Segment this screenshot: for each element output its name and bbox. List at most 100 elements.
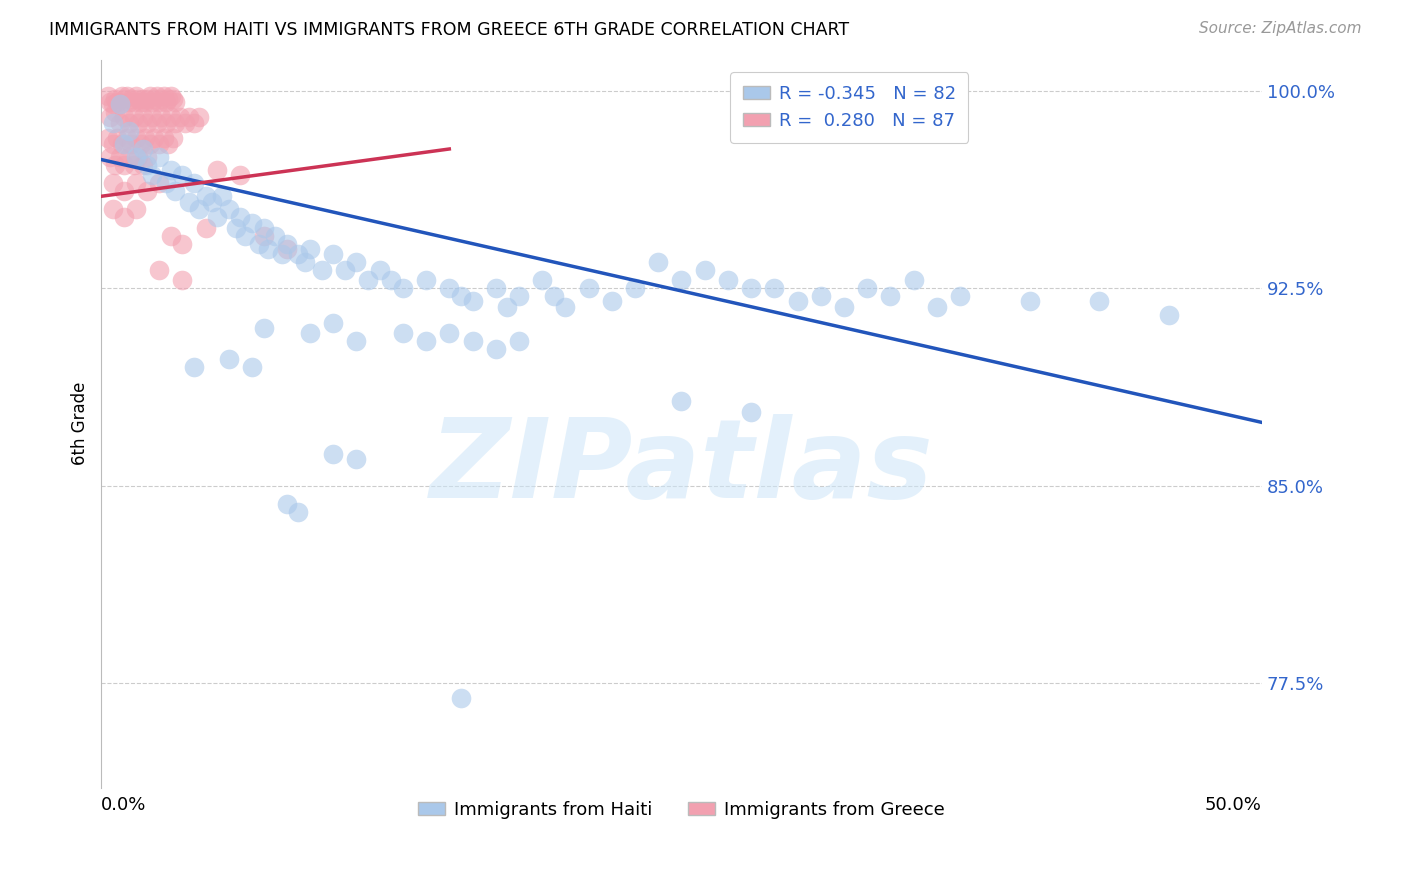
Point <box>392 281 415 295</box>
Point <box>148 95 170 109</box>
Point <box>104 105 127 120</box>
Point <box>647 255 669 269</box>
Point <box>165 184 187 198</box>
Point <box>233 228 256 243</box>
Point <box>508 289 530 303</box>
Point <box>98 111 121 125</box>
Point <box>127 150 149 164</box>
Point <box>1088 294 1111 309</box>
Point <box>450 289 472 303</box>
Point <box>118 116 141 130</box>
Point <box>155 116 177 130</box>
Point <box>112 184 135 198</box>
Point <box>693 263 716 277</box>
Point <box>276 236 298 251</box>
Point <box>271 247 294 261</box>
Point <box>211 189 233 203</box>
Point <box>368 263 391 277</box>
Point <box>252 320 274 334</box>
Point <box>120 136 142 151</box>
Point <box>148 136 170 151</box>
Point <box>118 95 141 109</box>
Point <box>101 202 124 217</box>
Point <box>172 236 194 251</box>
Point <box>810 289 832 303</box>
Point <box>150 92 173 106</box>
Point <box>155 95 177 109</box>
Point <box>112 111 135 125</box>
Point <box>531 273 554 287</box>
Text: ZIPatlas: ZIPatlas <box>430 414 934 521</box>
Point <box>172 169 194 183</box>
Point <box>311 263 333 277</box>
Point <box>346 255 368 269</box>
Point <box>187 111 209 125</box>
Point <box>139 89 162 103</box>
Point <box>157 136 180 151</box>
Point <box>218 202 240 217</box>
Text: 50.0%: 50.0% <box>1205 796 1263 814</box>
Point <box>141 111 163 125</box>
Point <box>148 176 170 190</box>
Point <box>322 316 344 330</box>
Point <box>134 95 156 109</box>
Point <box>104 158 127 172</box>
Point <box>287 505 309 519</box>
Point <box>125 131 148 145</box>
Point <box>108 97 131 112</box>
Point <box>879 289 901 303</box>
Point <box>112 211 135 225</box>
Point <box>252 220 274 235</box>
Point <box>298 326 321 340</box>
Point <box>543 289 565 303</box>
Point <box>187 202 209 217</box>
Point <box>461 294 484 309</box>
Point <box>194 189 217 203</box>
Point <box>240 216 263 230</box>
Point <box>152 131 174 145</box>
Point <box>276 497 298 511</box>
Point <box>97 89 120 103</box>
Point <box>832 300 855 314</box>
Point <box>132 92 155 106</box>
Point <box>740 405 762 419</box>
Point <box>925 300 948 314</box>
Point <box>159 228 181 243</box>
Point <box>169 111 191 125</box>
Point <box>104 92 127 106</box>
Point <box>218 352 240 367</box>
Point <box>101 116 124 130</box>
Point <box>112 92 135 106</box>
Point <box>98 150 121 164</box>
Point <box>143 92 166 106</box>
Point <box>136 158 159 172</box>
Point <box>101 136 124 151</box>
Point <box>903 273 925 287</box>
Point <box>150 111 173 125</box>
Text: IMMIGRANTS FROM HAITI VS IMMIGRANTS FROM GREECE 6TH GRADE CORRELATION CHART: IMMIGRANTS FROM HAITI VS IMMIGRANTS FROM… <box>49 21 849 38</box>
Point <box>671 273 693 287</box>
Point <box>763 281 786 295</box>
Point <box>162 131 184 145</box>
Point <box>346 452 368 467</box>
Point <box>105 95 128 109</box>
Point <box>136 150 159 164</box>
Point <box>183 176 205 190</box>
Point <box>439 281 461 295</box>
Point <box>145 89 167 103</box>
Point <box>183 360 205 375</box>
Point <box>136 184 159 198</box>
Point <box>247 236 270 251</box>
Point <box>125 150 148 164</box>
Point <box>276 242 298 256</box>
Point <box>159 163 181 178</box>
Point <box>127 116 149 130</box>
Point <box>111 136 134 151</box>
Point <box>1157 308 1180 322</box>
Point <box>717 273 740 287</box>
Point <box>380 273 402 287</box>
Point <box>554 300 576 314</box>
Point <box>194 220 217 235</box>
Point <box>111 89 134 103</box>
Point <box>671 394 693 409</box>
